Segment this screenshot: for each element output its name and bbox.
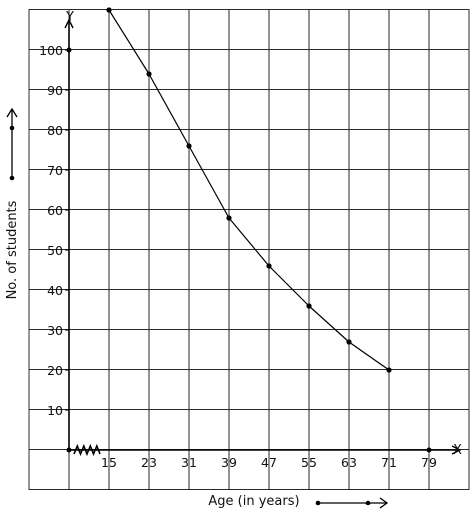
x-axis-arrowhead <box>451 445 462 455</box>
y-tick-label: 90 <box>47 83 63 98</box>
y-tick-label: 70 <box>47 163 63 178</box>
x-axis-title-arrowhead <box>379 497 389 509</box>
x-axis-letter: X <box>453 443 462 458</box>
data-point <box>386 367 392 373</box>
y-tick-label: 100 <box>39 43 63 58</box>
x-tick-label: 39 <box>221 455 237 470</box>
data-point <box>226 215 232 221</box>
y-axis-title-arrowhead <box>6 107 18 118</box>
y-axis-title: No. of students <box>5 200 20 299</box>
data-point <box>266 263 272 269</box>
data-point <box>146 71 152 77</box>
x-axis-title-arrow-tail <box>315 500 321 506</box>
y-tick-label: 10 <box>47 403 63 418</box>
data-point <box>346 339 352 345</box>
y-tick-label: 60 <box>47 203 63 218</box>
x-tick-label: 63 <box>341 455 357 470</box>
y-axis-title-arrow-tail <box>9 175 15 181</box>
x-tick-label: 71 <box>381 455 397 470</box>
y-tick-label: 50 <box>47 243 63 258</box>
data-point <box>106 7 112 13</box>
x-axis-title-arrow-dot <box>365 500 371 506</box>
grid <box>28 9 470 490</box>
y-tick-label: 20 <box>47 363 63 378</box>
x-axis-break <box>73 443 101 457</box>
y-axis-title-arrow-dot <box>9 125 15 131</box>
x-tick-label: 23 <box>141 455 157 470</box>
data-point <box>306 303 312 309</box>
data-line <box>108 9 390 371</box>
x-tick-label: 15 <box>101 455 117 470</box>
x-tick-label: 47 <box>261 455 277 470</box>
y-axis-letter: Y <box>65 10 74 25</box>
y-tick-label: 80 <box>47 123 63 138</box>
x-tick-label: 55 <box>301 455 317 470</box>
x-axis-title: Age (in years) <box>208 494 299 509</box>
y-tick-label: 40 <box>47 283 63 298</box>
data-point <box>186 143 192 149</box>
origin-point <box>66 447 72 453</box>
x-tick-label: 79 <box>421 455 437 470</box>
y-tick-label: 30 <box>47 323 63 338</box>
y-axis-arrowhead <box>64 18 74 29</box>
x-tick-label: 31 <box>181 455 197 470</box>
x-axis-end-point <box>426 447 432 453</box>
